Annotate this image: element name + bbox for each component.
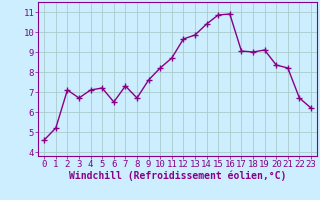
X-axis label: Windchill (Refroidissement éolien,°C): Windchill (Refroidissement éolien,°C) [69, 171, 286, 181]
